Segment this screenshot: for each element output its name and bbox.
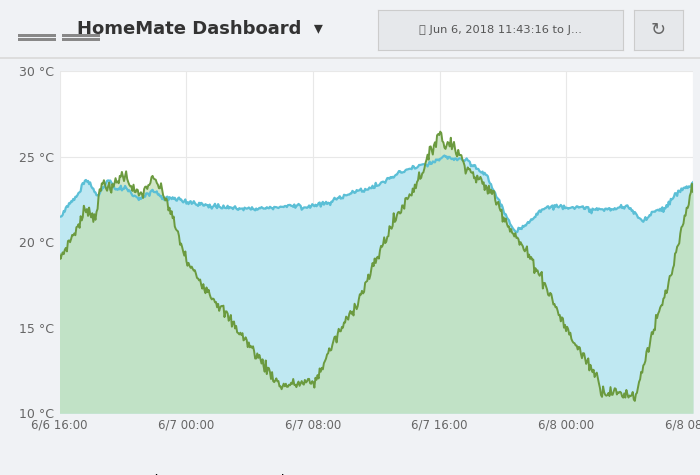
- FancyBboxPatch shape: [18, 38, 56, 41]
- Legend: Utomhus, Inomhus: Utomhus, Inomhus: [66, 468, 312, 475]
- FancyBboxPatch shape: [18, 34, 56, 38]
- Text: ⏱ Jun 6, 2018 11:43:16 to J...: ⏱ Jun 6, 2018 11:43:16 to J...: [419, 25, 582, 35]
- FancyBboxPatch shape: [62, 38, 100, 41]
- Text: HomeMate Dashboard  ▾: HomeMate Dashboard ▾: [77, 19, 323, 38]
- Text: ↻: ↻: [650, 21, 666, 38]
- FancyBboxPatch shape: [62, 34, 100, 38]
